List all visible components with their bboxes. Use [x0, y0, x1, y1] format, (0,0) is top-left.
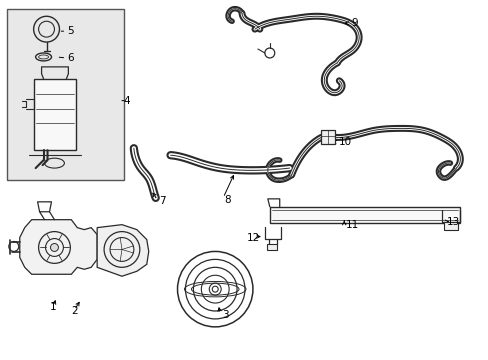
Bar [34, 79, 76, 150]
Text: 5: 5 [67, 26, 74, 36]
Bar [269, 207, 459, 223]
Text: 4: 4 [122, 96, 129, 105]
Text: 6: 6 [67, 53, 74, 63]
Text: 11: 11 [346, 220, 359, 230]
Bar [444, 222, 457, 230]
Polygon shape [97, 225, 148, 276]
Text: 7: 7 [158, 196, 165, 206]
Text: 13: 13 [446, 217, 459, 227]
Text: 2: 2 [71, 306, 78, 316]
Text: 12: 12 [246, 233, 260, 243]
Bar [7, 9, 123, 180]
Text: 8: 8 [224, 195, 230, 205]
Polygon shape [20, 220, 97, 274]
Text: 3: 3 [222, 310, 228, 320]
Circle shape [50, 243, 59, 251]
Text: 10: 10 [339, 137, 352, 147]
Text: 9: 9 [350, 18, 357, 28]
Bar [321, 130, 335, 144]
Text: 1: 1 [49, 302, 56, 312]
Bar [266, 244, 276, 251]
